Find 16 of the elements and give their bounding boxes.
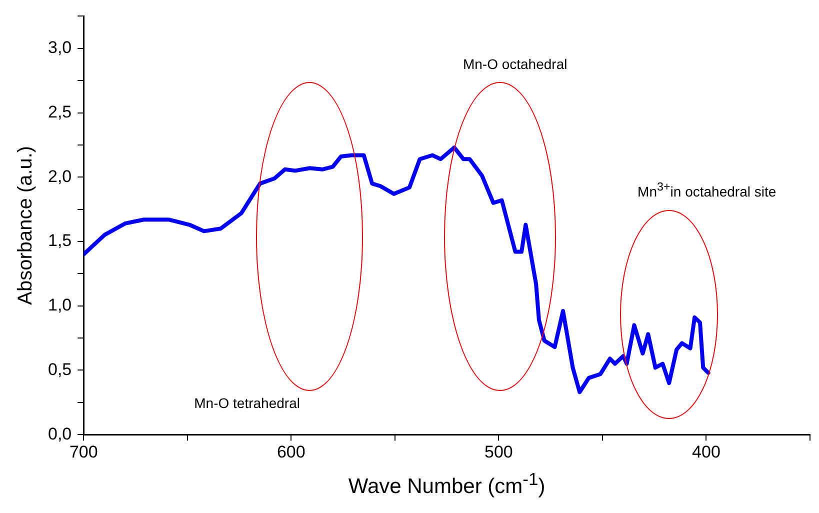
annotation: Mn-O tetrahedral [194, 395, 300, 412]
y-tick-label: 1,5 [48, 231, 72, 250]
x-tick-label: 400 [692, 442, 720, 462]
annotation: Mn-O octahedral [462, 56, 568, 72]
y-tick-label: 1,0 [48, 296, 72, 315]
y-tick-label: 2,0 [48, 166, 72, 186]
y-tick-label: 2,5 [48, 102, 72, 122]
x-tick-label: 500 [484, 442, 513, 462]
y-tick-label: 0,0 [48, 424, 72, 444]
x-tick-label: 700 [69, 442, 98, 462]
x-tick-label: 600 [276, 442, 306, 462]
x-axis-title: Wave Number (cm$^{-1}$) [348, 468, 546, 499]
y-tick-label: 0,5 [48, 360, 72, 379]
y-axis-title: Absorbance (a.u.) [14, 146, 37, 305]
annotation: Mn$^{3+}$in octahedral site [638, 180, 776, 200]
y-tick-label: 3,0 [48, 38, 72, 58]
